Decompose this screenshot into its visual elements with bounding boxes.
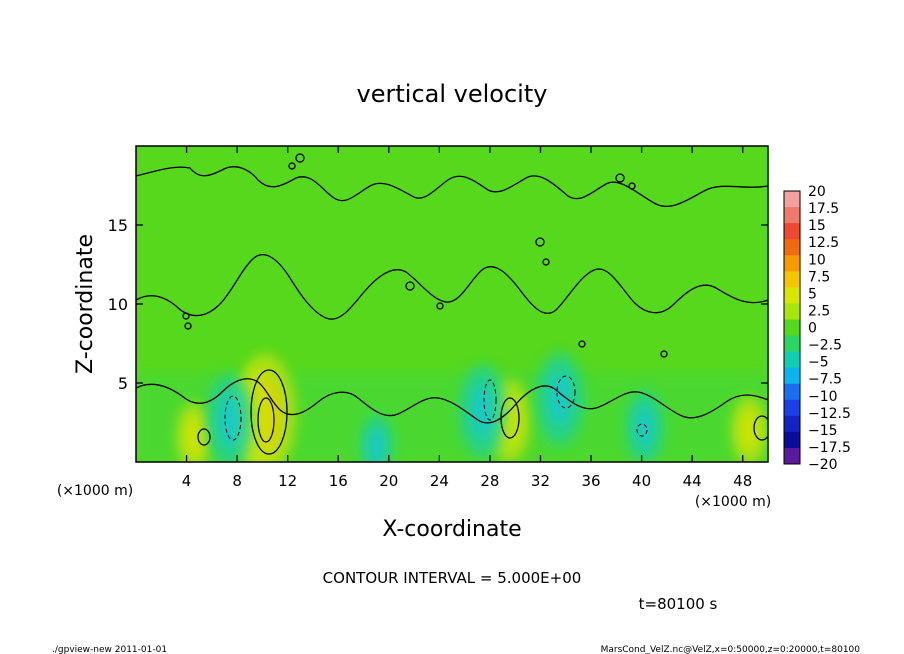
colorbar-swatch: [784, 351, 800, 369]
colorbar-swatch: [784, 367, 800, 385]
colorbar-frame: [783, 190, 801, 465]
velocity-core-7: [548, 371, 571, 427]
velocity-core-8: [635, 405, 654, 449]
colorbar-swatch: [784, 415, 800, 433]
colorbar-swatch: [784, 335, 800, 352]
y-axis-label: Z-coordinate: [73, 234, 98, 374]
colorbar-label: 0: [808, 321, 817, 337]
colorbar-label: 2.5: [808, 303, 830, 319]
colorbar-label: 10: [808, 252, 826, 268]
y-tick-label: 10: [108, 295, 128, 314]
footer-right: MarsCond_VelZ.nc@VelZ,x=0:50000,z=0:2000…: [601, 645, 861, 654]
colorbar-label: −17.5: [808, 440, 851, 456]
colorbar-label: −7.5: [808, 372, 842, 388]
y-axis: 5 10 15: [108, 216, 768, 393]
x-tick-label: 48: [733, 472, 752, 490]
colorbar-label: 5: [808, 286, 817, 302]
contour-interval-label: CONTOUR INTERVAL = 5.000E+00: [323, 569, 582, 587]
plot-area: [136, 146, 768, 462]
x-axis-label: X-coordinate: [382, 517, 521, 542]
x-tick-label: 20: [379, 472, 398, 490]
colorbar-swatch: [784, 223, 800, 240]
velocity-core-9: [368, 427, 384, 462]
x-tick-label: 28: [480, 472, 499, 490]
negative-contours: [224, 375, 648, 441]
x-tick-label: 40: [632, 472, 651, 490]
colorbar-swatch: [784, 207, 800, 224]
colorbar-label: −2.5: [808, 338, 842, 354]
chart-title: vertical velocity: [357, 80, 548, 108]
x-axis: 4 8 12 16 20 24 28 32 36 40 44 48: [182, 146, 752, 490]
colorbar-label: 17.5: [808, 201, 839, 217]
colorbar-label: −10: [808, 389, 838, 405]
x-tick-label: 32: [531, 472, 550, 490]
colorbar-label: 12.5: [808, 235, 839, 251]
y-tick-label: 15: [108, 216, 128, 235]
colorbar-swatch: [784, 319, 800, 336]
colorbar-label: −12.5: [808, 406, 851, 422]
y-tick-label: 5: [118, 374, 128, 393]
x-tick-label: 12: [278, 472, 297, 490]
colorbar-label: −5: [808, 355, 829, 371]
colorbar-label: 15: [808, 218, 826, 234]
colorbar-swatch: [784, 239, 800, 256]
x-tick-label: 36: [581, 472, 600, 490]
velocity-core-6: [471, 384, 494, 439]
colorbar-swatch: [784, 383, 800, 401]
colorbar-label: −20: [808, 457, 838, 473]
time-label: t=80100 s: [639, 595, 718, 613]
x-unit-left: (×1000 m): [57, 483, 133, 499]
colorbar-swatch: [784, 399, 800, 417]
colorbar-swatch: [784, 447, 800, 465]
colorbar-swatch: [784, 303, 800, 320]
contour-lines: [136, 153, 768, 455]
x-unit-right: (×1000 m): [695, 494, 771, 510]
colorbar-swatch: [784, 431, 800, 449]
colorbar-swatch: [784, 271, 800, 288]
x-tick-label: 16: [329, 472, 348, 490]
velocity-core-5: [218, 393, 241, 449]
velocity-core-3: [185, 416, 203, 457]
colorbar-swatch: [784, 287, 800, 304]
x-tick-label: 44: [683, 472, 702, 490]
x-tick-label: 24: [430, 472, 449, 490]
x-tick-label: 4: [182, 472, 192, 490]
colorbar-swatch: [784, 191, 800, 208]
colorbar-label: 20: [808, 184, 826, 200]
footer-left: ./gpview-new 2011-01-01: [52, 645, 167, 654]
colorbar-label: −15: [808, 423, 838, 439]
x-tick-label: 8: [232, 472, 242, 490]
colorbar-swatch: [784, 255, 800, 272]
colorbar-label: 7.5: [808, 269, 830, 285]
velocity-core-4: [740, 410, 758, 451]
